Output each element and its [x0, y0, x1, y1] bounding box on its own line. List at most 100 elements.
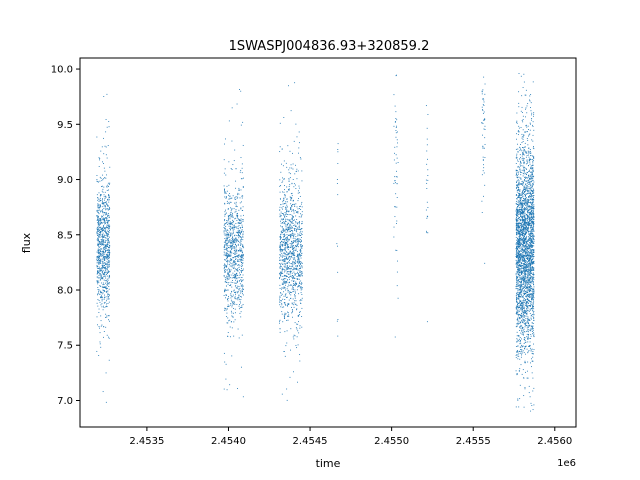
data-point [98, 236, 100, 238]
data-point [102, 297, 103, 299]
data-point [102, 271, 104, 273]
data-point [297, 243, 299, 245]
data-point [518, 303, 520, 305]
data-point [298, 238, 300, 240]
data-point [225, 294, 227, 296]
data-point [287, 267, 289, 268]
data-point [396, 249, 398, 251]
data-point [525, 209, 527, 211]
data-point [228, 219, 230, 221]
data-point [483, 172, 485, 174]
data-point [281, 300, 282, 302]
data-point [526, 187, 528, 189]
data-point [516, 244, 518, 245]
data-point [528, 250, 529, 252]
data-point [241, 284, 243, 286]
data-point [293, 249, 295, 251]
data-point [516, 225, 518, 227]
data-point [523, 312, 525, 314]
data-point [284, 250, 286, 252]
data-point [529, 346, 531, 347]
data-point [297, 286, 299, 288]
data-point [233, 257, 234, 259]
data-point [297, 330, 299, 332]
data-point [230, 241, 232, 243]
data-point [531, 327, 533, 329]
data-point [301, 316, 303, 317]
data-point [291, 243, 293, 245]
data-point [104, 274, 106, 275]
data-point [102, 234, 104, 235]
data-point [237, 260, 239, 262]
data-point [525, 238, 527, 240]
data-point [531, 405, 533, 407]
data-point [239, 307, 241, 309]
data-point [237, 268, 239, 270]
data-point [231, 227, 233, 229]
data-point [226, 221, 228, 223]
data-point [521, 211, 523, 213]
data-point [238, 237, 240, 239]
data-point [105, 205, 106, 207]
data-point [101, 303, 103, 305]
data-point [279, 295, 281, 297]
data-point [100, 262, 101, 264]
data-point [524, 360, 526, 362]
data-point [97, 231, 99, 232]
data-point [396, 206, 398, 208]
data-point [233, 227, 235, 229]
data-point [235, 269, 237, 271]
data-point [285, 213, 287, 215]
data-point [528, 239, 530, 241]
data-point [522, 180, 524, 182]
data-point [526, 263, 528, 265]
data-point [103, 137, 104, 139]
data-point [104, 245, 106, 247]
data-point [287, 241, 289, 243]
data-point [526, 377, 528, 379]
data-point [337, 245, 338, 247]
data-point [98, 198, 100, 200]
data-point [297, 266, 298, 268]
data-point [292, 262, 294, 264]
data-point [98, 221, 99, 223]
data-point [296, 243, 298, 245]
data-point [108, 233, 110, 235]
data-point [231, 248, 233, 250]
data-point [97, 204, 99, 206]
data-point [109, 260, 111, 262]
data-point [233, 277, 235, 279]
data-point [282, 273, 284, 274]
data-point [521, 245, 523, 247]
data-point [516, 155, 518, 157]
data-point [238, 220, 240, 222]
data-point [101, 209, 103, 211]
data-point [517, 214, 519, 215]
data-point [530, 177, 532, 179]
data-point [527, 201, 529, 202]
data-point [525, 341, 527, 343]
data-point [520, 223, 522, 225]
data-point [105, 251, 106, 253]
data-point [296, 211, 298, 213]
data-point [518, 192, 520, 194]
data-point [99, 204, 101, 206]
data-point [289, 376, 291, 378]
data-point [98, 227, 100, 229]
data-point [526, 217, 528, 219]
data-point [106, 288, 107, 290]
data-point [525, 228, 526, 230]
data-point [521, 230, 523, 232]
data-point [97, 270, 98, 272]
data-point [484, 262, 486, 264]
data-point [527, 377, 529, 379]
data-point [529, 271, 531, 272]
data-point [108, 298, 110, 300]
data-point [285, 194, 286, 196]
data-point [235, 247, 237, 249]
data-point [531, 198, 533, 200]
data-point [108, 220, 110, 222]
data-point [300, 209, 302, 210]
data-point [289, 276, 290, 278]
data-point [107, 239, 108, 241]
